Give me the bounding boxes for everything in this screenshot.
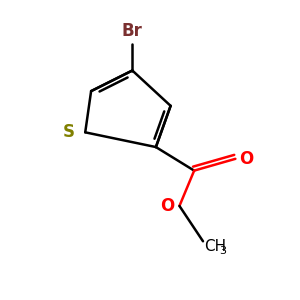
Text: 3: 3: [219, 246, 226, 256]
Text: O: O: [239, 150, 254, 168]
Text: Br: Br: [122, 22, 143, 40]
Text: CH: CH: [205, 239, 226, 254]
Text: O: O: [160, 197, 174, 215]
Text: S: S: [63, 123, 75, 141]
